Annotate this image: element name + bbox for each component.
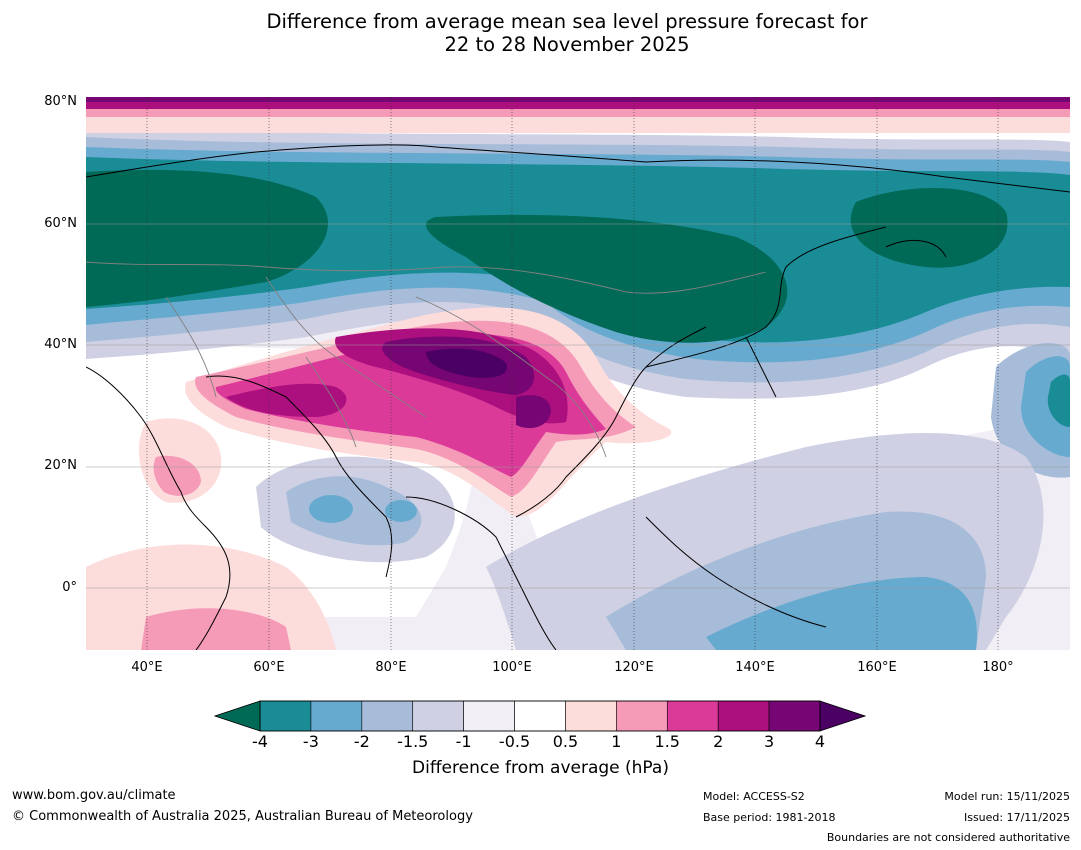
chart-title: Difference from average mean sea level p… [0, 10, 1081, 56]
colorbar-tick-label: 2 [713, 732, 724, 751]
lat-label-80n: 80°N [44, 94, 77, 109]
neg-core-mongolia [426, 214, 788, 343]
pos-south-china [516, 395, 551, 429]
pos-south-asia-dark [226, 383, 347, 417]
colorbar-tick-label: -3 [302, 732, 319, 751]
lon-label-180: 180° [982, 660, 1014, 675]
lon-label-160e: 160°E [857, 660, 897, 675]
colorbar-segment [361, 700, 414, 732]
longitude-gridlines [146, 97, 999, 650]
colorbar-tick-label: 4 [814, 732, 826, 751]
colorbar-segment [717, 700, 770, 732]
pressure-anomaly-map [86, 97, 1070, 650]
colorbar-segment [565, 700, 617, 732]
country-borders [86, 261, 767, 458]
pos-arctic-magenta [86, 101, 1070, 109]
colorbar [214, 700, 866, 732]
footer-model: Model: ACCESS-S2 [703, 790, 805, 803]
colorbar-tick-label: -0.5 [498, 732, 531, 751]
colorbar-segment [666, 700, 719, 732]
colorbar-segment [463, 700, 515, 732]
footer-base-period: Base period: 1981-2018 [703, 811, 836, 824]
lon-label-120e: 120°E [614, 660, 654, 675]
coastlines [86, 144, 1070, 650]
colorbar-segment [514, 700, 566, 732]
colorbar-over-arrow [819, 700, 866, 732]
lon-label-40e: 40°E [131, 660, 163, 675]
neg-tropical-blue [706, 577, 977, 650]
colorbar-tick-label: 3 [763, 732, 775, 751]
footer-issued: Issued: 17/11/2025 [963, 811, 1070, 824]
colorbar-tick-label: -1 [455, 732, 472, 751]
neg-core-siberia-west [86, 169, 328, 307]
footer-model-run: Model run: 15/11/2025 [944, 790, 1070, 803]
title-line-1: Difference from average mean sea level p… [266, 10, 868, 33]
colorbar-segment [768, 700, 821, 732]
colorbar-tick-label: -2 [353, 732, 370, 751]
colorbar-under-arrow [214, 700, 261, 732]
neg-blob-pacific-east-core [1047, 374, 1070, 427]
colorbar-tick-label: 1.5 [654, 732, 680, 751]
neg-bay-of-bengal-core-east [385, 500, 417, 522]
colorbar-label: Difference from average (hPa) [412, 758, 669, 778]
lon-label-60e: 60°E [253, 660, 285, 675]
colorbar-segment [259, 700, 312, 732]
lat-label-60n: 60°N [44, 216, 77, 231]
lat-label-0: 0° [62, 580, 77, 595]
footer-boundaries-note: Boundaries are not considered authoritat… [826, 831, 1070, 844]
lon-label-140e: 140°E [735, 660, 775, 675]
lat-label-40n: 40°N [44, 337, 77, 352]
colorbar-tick-label: 1 [611, 732, 622, 751]
pos-africa-pink [141, 608, 291, 650]
colorbar-tick-label: 0.5 [552, 732, 579, 751]
pos-arctic-purple [86, 97, 1070, 102]
colorbar-segments [259, 700, 821, 732]
colorbar-tick-label: -1.5 [397, 732, 429, 751]
lon-label-80e: 80°E [375, 660, 407, 675]
neg-bay-of-bengal-core-west [309, 495, 353, 523]
colorbar-tick-label: -4 [252, 732, 268, 751]
title-line-2: 22 to 28 November 2025 [444, 33, 690, 56]
latitude-gridlines [86, 223, 1070, 589]
colorbar-segment [310, 700, 363, 732]
neg-bay-of-bengal-mid [286, 476, 422, 546]
pos-arctic-pale [86, 115, 1070, 133]
lat-label-20n: 20°N [44, 458, 77, 473]
neg-core-pacific [850, 188, 1008, 268]
pos-arabia-pink [153, 455, 201, 496]
footer-website-link[interactable]: www.bom.gov.au/climate [12, 788, 176, 803]
lon-label-100e: 100°E [492, 660, 532, 675]
colorbar-outline [259, 700, 821, 732]
colorbar-segment [412, 700, 464, 732]
colorbar-segment [616, 700, 668, 732]
pos-core-deep-purple [426, 348, 507, 378]
footer-copyright: © Commonwealth of Australia 2025, Austra… [12, 809, 473, 824]
pos-arctic-pink [86, 107, 1070, 117]
